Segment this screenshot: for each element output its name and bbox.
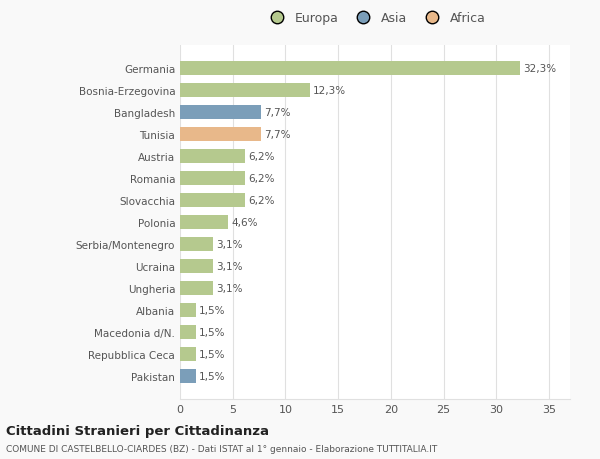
Legend: Europa, Asia, Africa: Europa, Asia, Africa — [262, 10, 488, 28]
Bar — [180, 369, 196, 383]
Text: 1,5%: 1,5% — [199, 371, 226, 381]
Text: 3,1%: 3,1% — [216, 283, 242, 293]
Bar — [180, 281, 212, 296]
Text: 12,3%: 12,3% — [313, 86, 346, 96]
Bar — [180, 194, 245, 208]
Text: 6,2%: 6,2% — [248, 196, 275, 206]
Bar — [180, 106, 261, 120]
Bar — [180, 172, 245, 186]
Bar — [180, 347, 196, 361]
Text: 6,2%: 6,2% — [248, 174, 275, 184]
Text: 6,2%: 6,2% — [248, 152, 275, 162]
Text: 7,7%: 7,7% — [265, 108, 291, 118]
Bar — [180, 128, 261, 142]
Bar — [180, 150, 245, 164]
Bar — [180, 237, 212, 252]
Text: 3,1%: 3,1% — [216, 240, 242, 250]
Bar — [180, 62, 520, 76]
Bar — [180, 325, 196, 339]
Text: 4,6%: 4,6% — [232, 218, 258, 228]
Bar — [180, 303, 196, 318]
Bar — [180, 84, 310, 98]
Bar — [180, 215, 229, 230]
Bar — [180, 259, 212, 274]
Text: Cittadini Stranieri per Cittadinanza: Cittadini Stranieri per Cittadinanza — [6, 424, 269, 437]
Text: 7,7%: 7,7% — [265, 130, 291, 140]
Text: 3,1%: 3,1% — [216, 262, 242, 271]
Text: 32,3%: 32,3% — [524, 64, 557, 74]
Text: 1,5%: 1,5% — [199, 327, 226, 337]
Text: 1,5%: 1,5% — [199, 305, 226, 315]
Text: 1,5%: 1,5% — [199, 349, 226, 359]
Text: COMUNE DI CASTELBELLO-CIARDES (BZ) - Dati ISTAT al 1° gennaio - Elaborazione TUT: COMUNE DI CASTELBELLO-CIARDES (BZ) - Dat… — [6, 444, 437, 453]
